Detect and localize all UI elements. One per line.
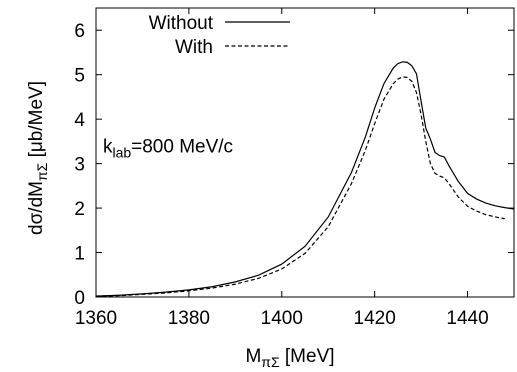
y-tick-label: 2 xyxy=(74,199,85,220)
y-tick-label: 4 xyxy=(74,110,85,131)
y-axis-ticks: 0 1 2 3 4 5 6 xyxy=(74,21,514,309)
x-tick-label: 1400 xyxy=(261,308,303,329)
momentum-annotation: klab=800 MeV/c xyxy=(103,137,233,161)
y-tick-label: 0 xyxy=(74,288,85,309)
x-tick-label: 1420 xyxy=(354,308,396,329)
y-tick-label: 6 xyxy=(74,21,85,42)
annotation-rest: =800 MeV/c xyxy=(131,137,233,158)
x-tick-label: 1360 xyxy=(75,308,117,329)
x-axis-title: MπΣ [MeV] xyxy=(245,346,334,370)
x-axis-ticks: 1360 1380 1400 1420 1440 xyxy=(75,8,489,329)
x-tick-label: 1440 xyxy=(446,308,488,329)
x-axis-title-sub: πΣ xyxy=(261,354,280,370)
y-tick-label: 1 xyxy=(74,244,85,265)
legend: Without With xyxy=(149,13,290,58)
y-tick-label: 5 xyxy=(74,66,85,87)
y-axis-title-unit: [μb/MeV] xyxy=(26,81,47,163)
x-tick-label: 1380 xyxy=(168,308,210,329)
legend-label-without: Without xyxy=(149,13,214,34)
annotation-sub: lab xyxy=(112,145,131,161)
plot-curves xyxy=(95,61,515,297)
y-tick-label: 3 xyxy=(74,155,85,176)
x-axis-title-main: M xyxy=(245,346,261,367)
plot-frame xyxy=(95,7,515,298)
y-axis-title-prefix: dσ/dM xyxy=(26,181,47,235)
series-line-with xyxy=(95,76,505,297)
legend-label-with: With xyxy=(175,37,213,58)
annotation-prefix: k xyxy=(103,137,113,158)
y-axis-title: dσ/dMπΣ [μb/MeV] xyxy=(26,81,50,235)
y-axis-title-sub: πΣ xyxy=(34,162,50,181)
series-line-without xyxy=(95,61,515,297)
x-axis-title-unit: [MeV] xyxy=(280,346,335,367)
